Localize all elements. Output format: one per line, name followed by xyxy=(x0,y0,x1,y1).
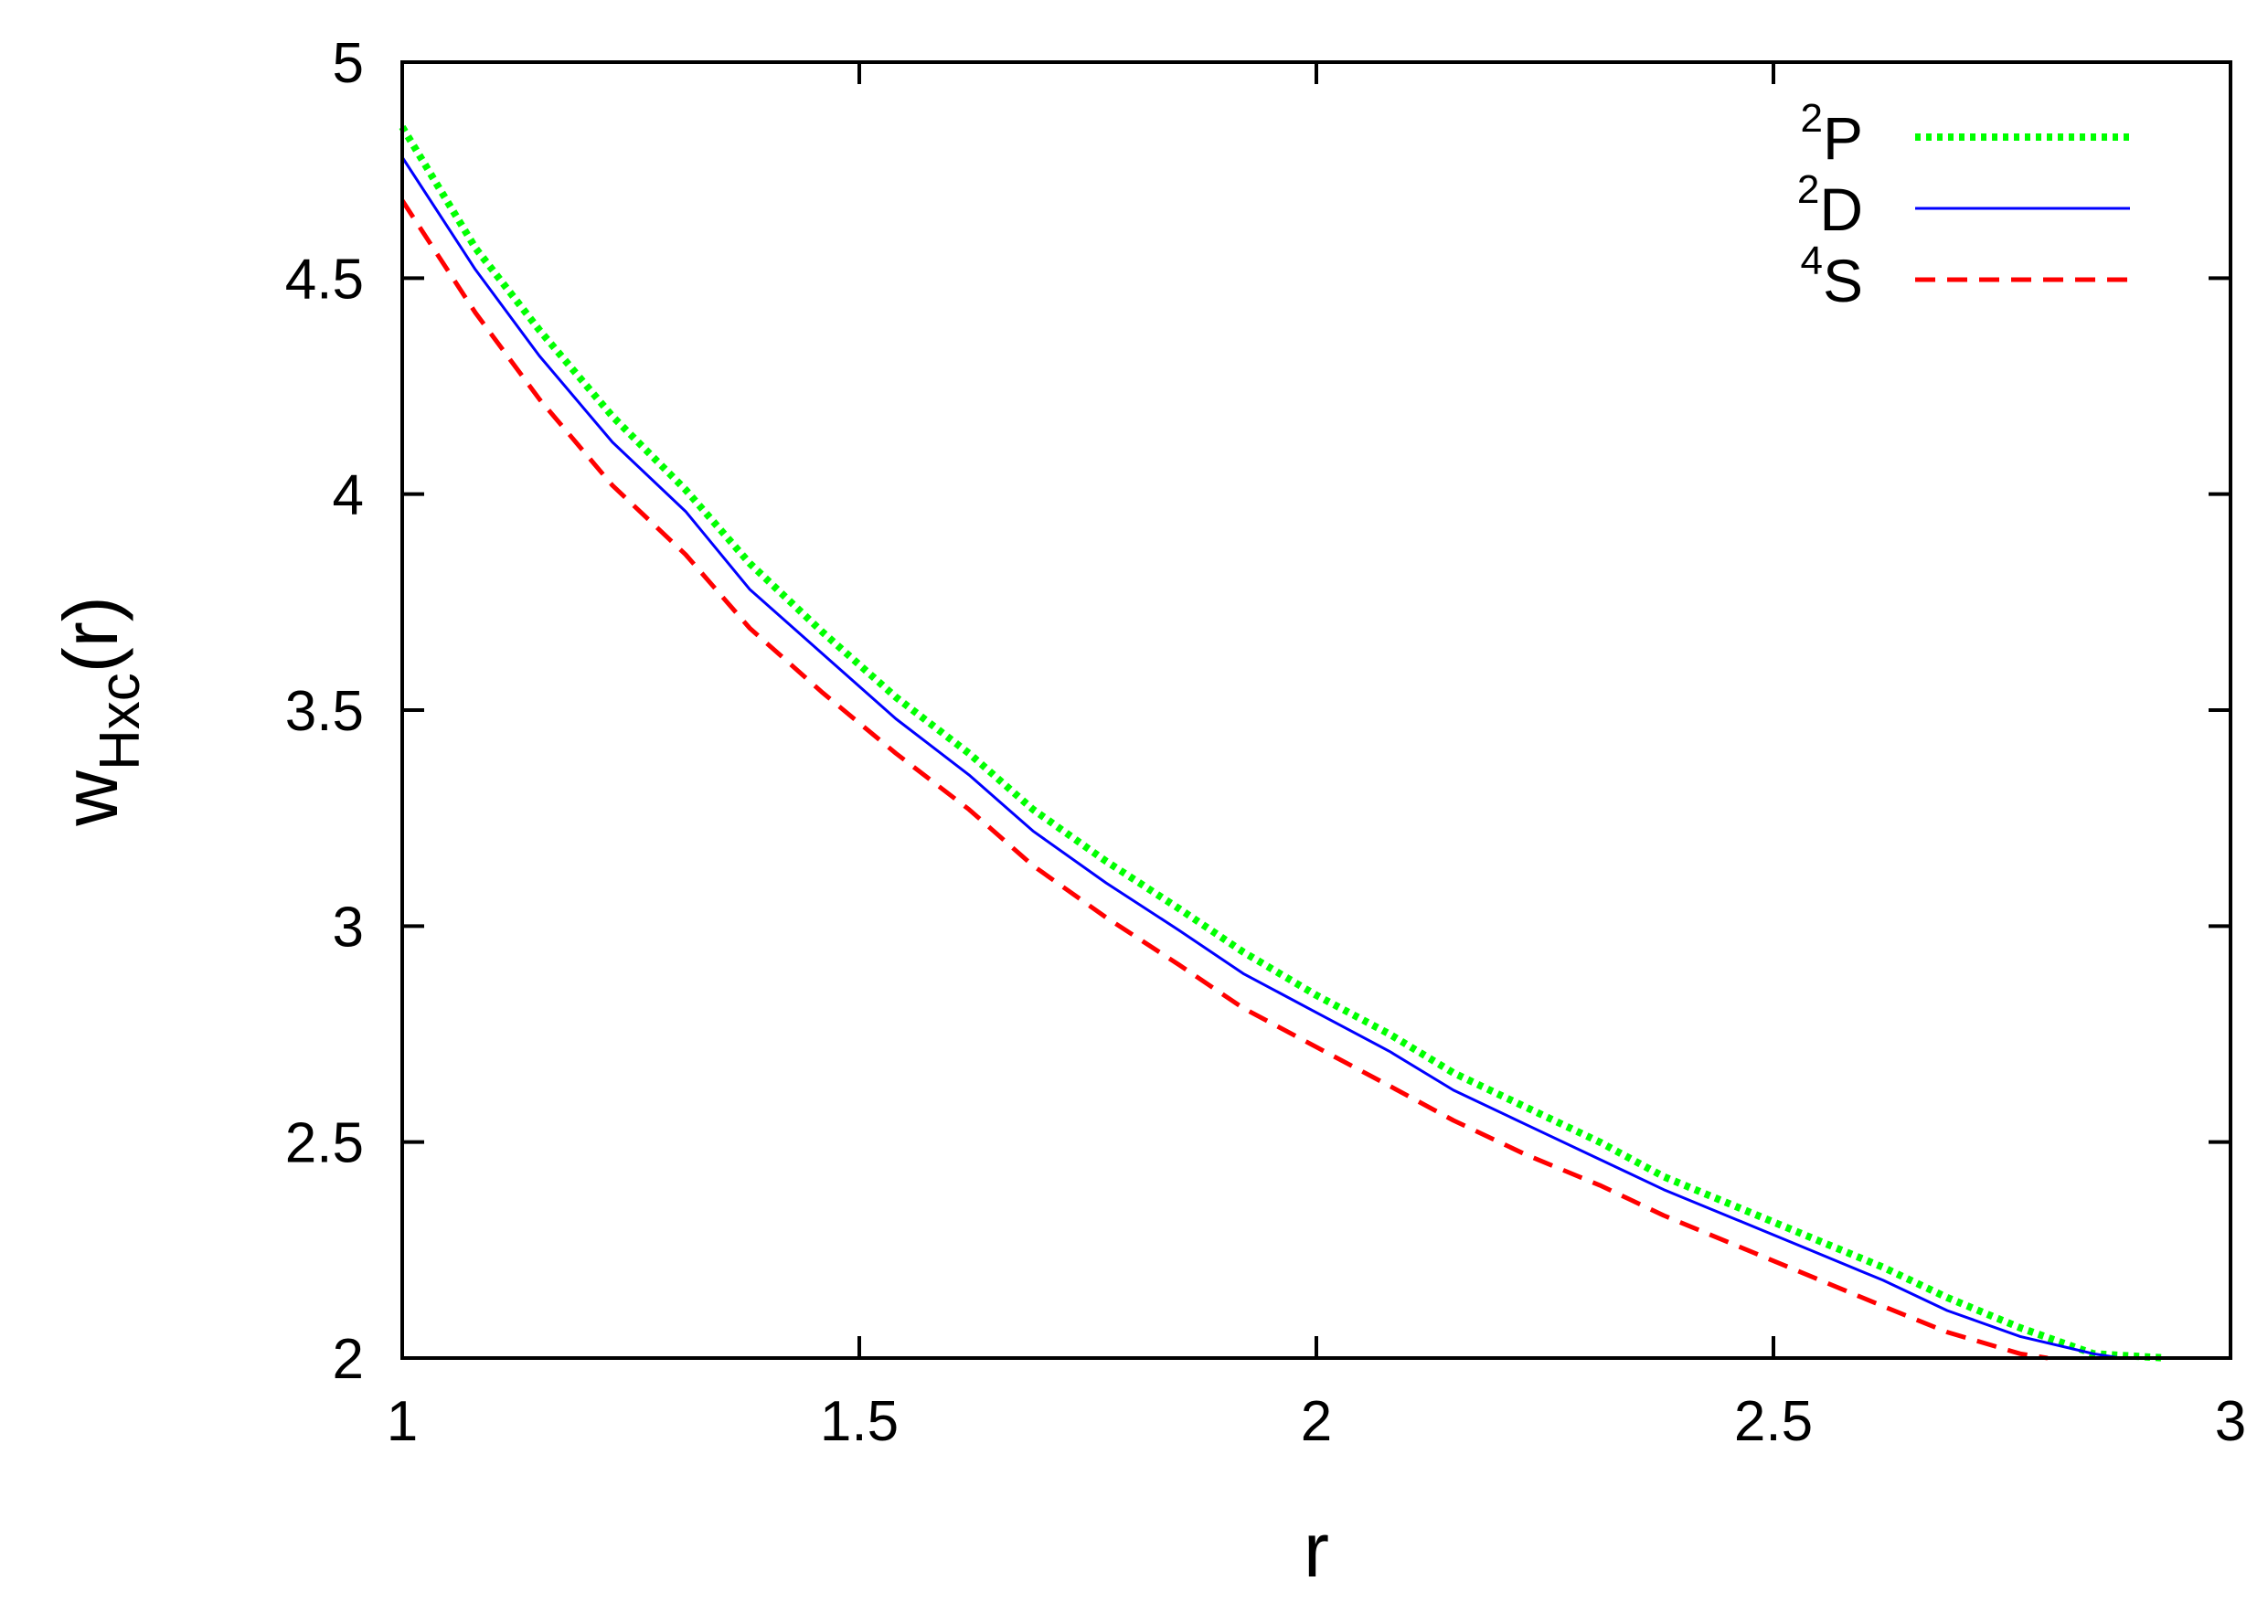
x-axis-label: r xyxy=(1304,1507,1329,1593)
legend-label-2P: 2P xyxy=(1800,96,1863,172)
y-axis-label: wHxc(r) xyxy=(48,596,152,826)
y-tick-label: 4.5 xyxy=(285,248,364,311)
legend-label-sup: 4 xyxy=(1800,239,1822,283)
y-tick-label: 3.5 xyxy=(285,680,364,743)
x-tick-label: 2.5 xyxy=(1734,1390,1813,1453)
y-axis-label-tail: (r) xyxy=(48,596,133,673)
x-tick-label: 3 xyxy=(2215,1390,2246,1453)
legend-label-4S: 4S xyxy=(1800,239,1863,314)
plot-frame xyxy=(400,60,2232,1360)
legend-label-main: S xyxy=(1823,247,1863,314)
legend-label-2D: 2D xyxy=(1797,167,1863,243)
legend-label-main: P xyxy=(1823,104,1863,172)
series-line-4S xyxy=(399,198,2049,1361)
x-tick-label: 1.5 xyxy=(820,1390,899,1453)
legend-label-sup: 2 xyxy=(1797,167,1819,212)
tick-labels-layer: 1 1.5 2 2.5 3 2 2.5 3 3.5 4 4.5 5 xyxy=(285,32,2246,1453)
legend-label-sup: 2 xyxy=(1800,96,1822,141)
x-tick-label: 1 xyxy=(387,1390,418,1453)
y-axis-label-sub: Hxc xyxy=(89,673,152,770)
x-tick-label: 2 xyxy=(1301,1390,1332,1453)
y-tick-label: 2.5 xyxy=(285,1112,364,1175)
y-tick-label: 2 xyxy=(333,1328,364,1391)
legend-label-main: D xyxy=(1819,175,1863,243)
y-tick-label: 4 xyxy=(333,464,364,527)
y-tick-label: 3 xyxy=(333,896,364,959)
series-layer xyxy=(399,124,2167,1362)
series-line-2D xyxy=(400,156,2122,1360)
y-axis-label-base: w xyxy=(48,770,133,827)
y-tick-label: 5 xyxy=(333,32,364,95)
series-line-2P xyxy=(399,124,2167,1362)
